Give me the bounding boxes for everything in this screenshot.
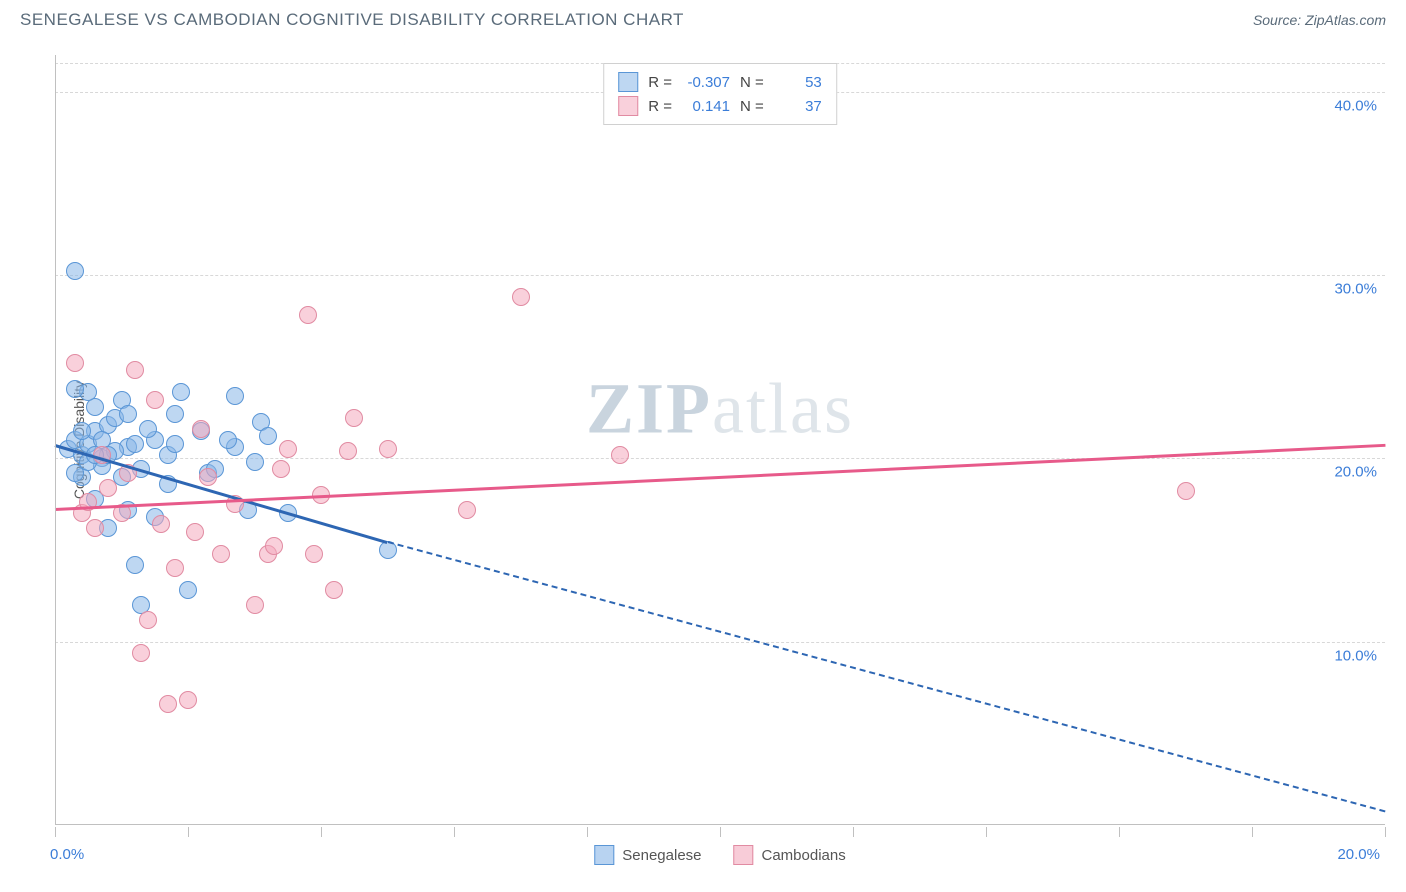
- x-axis: [55, 824, 1385, 825]
- x-tick: [587, 827, 588, 837]
- data-point: [265, 537, 283, 555]
- plot-surface: 10.0% 20.0% 30.0% 40.0%: [55, 55, 1385, 825]
- x-tick: [986, 827, 987, 837]
- legend-label: Senegalese: [622, 847, 701, 864]
- x-tick: [188, 827, 189, 837]
- stats-row-senegalese: R = -0.307 N = 53: [618, 70, 822, 94]
- data-point: [226, 387, 244, 405]
- stats-row-cambodians: R = 0.141 N = 37: [618, 94, 822, 118]
- data-point: [66, 354, 84, 372]
- data-point: [339, 442, 357, 460]
- data-point: [212, 545, 230, 563]
- data-point: [246, 453, 264, 471]
- data-point: [512, 288, 530, 306]
- x-tick-label-start: 0.0%: [50, 846, 84, 863]
- chart-area: Cognitive Disability ZIPatlas 10.0%20.0%…: [55, 55, 1385, 825]
- data-point: [458, 501, 476, 519]
- x-tick: [720, 827, 721, 837]
- data-point: [132, 644, 150, 662]
- y-tick-label: 20.0%: [1334, 464, 1377, 481]
- data-point: [152, 515, 170, 533]
- r-value-senegalese: -0.307: [682, 74, 730, 91]
- x-tick: [1119, 827, 1120, 837]
- data-point: [272, 460, 290, 478]
- data-point: [379, 440, 397, 458]
- data-point: [192, 420, 210, 438]
- swatch-senegalese: [594, 845, 614, 865]
- data-point: [66, 262, 84, 280]
- x-tick: [853, 827, 854, 837]
- data-point: [246, 596, 264, 614]
- x-tick: [454, 827, 455, 837]
- source-label: Source: ZipAtlas.com: [1253, 12, 1386, 28]
- x-tick: [55, 827, 56, 837]
- data-point: [279, 440, 297, 458]
- series-legend: Senegalese Cambodians: [594, 845, 845, 865]
- data-point: [159, 695, 177, 713]
- data-point: [166, 559, 184, 577]
- trend-line: [387, 541, 1385, 812]
- data-point: [166, 435, 184, 453]
- r-label: R =: [648, 74, 672, 91]
- data-point: [179, 581, 197, 599]
- data-point: [611, 446, 629, 464]
- data-point: [345, 409, 363, 427]
- data-point: [146, 391, 164, 409]
- n-label: N =: [740, 98, 764, 115]
- legend-label: Cambodians: [762, 847, 846, 864]
- data-point: [172, 383, 190, 401]
- data-point: [119, 405, 137, 423]
- data-point: [299, 306, 317, 324]
- data-point: [325, 581, 343, 599]
- r-value-cambodians: 0.141: [682, 98, 730, 115]
- data-point: [126, 435, 144, 453]
- data-point: [305, 545, 323, 563]
- y-tick-label: 40.0%: [1334, 97, 1377, 114]
- r-label: R =: [648, 98, 672, 115]
- data-point: [73, 422, 91, 440]
- swatch-cambodians: [618, 96, 638, 116]
- y-tick-label: 10.0%: [1334, 647, 1377, 664]
- data-point: [186, 523, 204, 541]
- y-tick-label: 30.0%: [1334, 281, 1377, 298]
- legend-item-cambodians: Cambodians: [734, 845, 846, 865]
- data-point: [66, 380, 84, 398]
- x-tick: [1385, 827, 1386, 837]
- data-point: [166, 405, 184, 423]
- legend-item-senegalese: Senegalese: [594, 845, 701, 865]
- chart-title: SENEGALESE VS CAMBODIAN COGNITIVE DISABI…: [20, 10, 684, 30]
- x-tick: [321, 827, 322, 837]
- data-point: [126, 361, 144, 379]
- x-tick: [1252, 827, 1253, 837]
- swatch-senegalese: [618, 72, 638, 92]
- stats-legend: R = -0.307 N = 53 R = 0.141 N = 37: [603, 63, 837, 125]
- data-point: [199, 468, 217, 486]
- n-value-senegalese: 53: [774, 74, 822, 91]
- data-point: [139, 611, 157, 629]
- data-point: [259, 427, 277, 445]
- data-point: [139, 420, 157, 438]
- data-point: [1177, 482, 1195, 500]
- swatch-cambodians: [734, 845, 754, 865]
- grid-line: [55, 642, 1385, 643]
- x-tick-label-end: 20.0%: [1337, 846, 1380, 863]
- data-point: [86, 519, 104, 537]
- grid-line: [55, 275, 1385, 276]
- data-point: [179, 691, 197, 709]
- data-point: [219, 431, 237, 449]
- n-value-cambodians: 37: [774, 98, 822, 115]
- data-point: [99, 479, 117, 497]
- y-axis: [55, 55, 56, 825]
- n-label: N =: [740, 74, 764, 91]
- data-point: [126, 556, 144, 574]
